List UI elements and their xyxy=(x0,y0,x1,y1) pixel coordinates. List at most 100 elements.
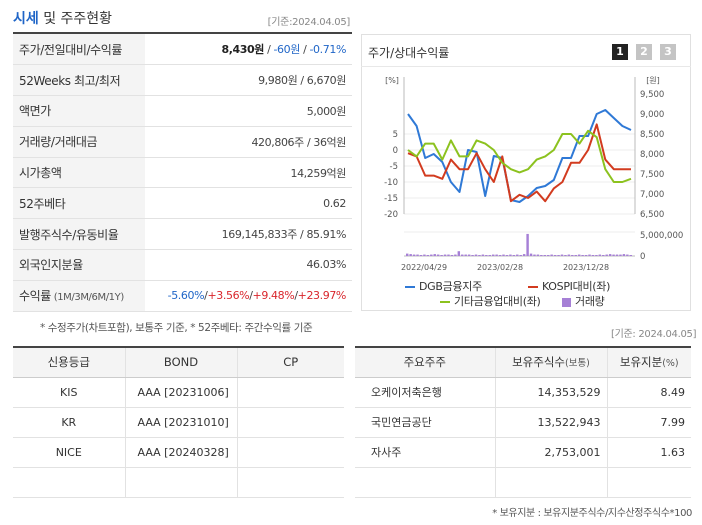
holders-header-shares: 보유주식수(보통) xyxy=(495,346,608,378)
volume-bar xyxy=(533,254,536,256)
shareholder-name: 자사주 xyxy=(355,437,496,468)
summary-value-part: 5,000원 xyxy=(306,104,347,118)
volume-bar xyxy=(457,251,461,256)
volume-bar xyxy=(588,254,591,256)
summary-value: -5.60%/+3.56%/+9.48%/+23.97% xyxy=(145,280,352,312)
left-axis-unit: [%] xyxy=(385,76,399,85)
summary-value-part: 169,145,833주 / 85.91% xyxy=(221,228,347,242)
credit-cp xyxy=(237,377,344,408)
credit-header-cp: CP xyxy=(237,346,344,378)
summary-label: 외국인지분율 xyxy=(13,249,145,281)
summary-label: 52Weeks 최고/최저 xyxy=(13,64,145,97)
credit-cp xyxy=(237,407,344,438)
volume-bar xyxy=(619,254,622,256)
volume-bar xyxy=(471,255,474,256)
volume-bar xyxy=(516,254,519,256)
shareholder-shares: 13,522,943 xyxy=(495,407,608,438)
volume-bar xyxy=(447,254,450,256)
volume-bar xyxy=(498,255,502,256)
legend-item-volume: 거래량 xyxy=(562,293,605,309)
chart-page-2-button[interactable]: 2 xyxy=(636,44,652,60)
volume-bar xyxy=(577,254,581,256)
summary-row: 수익률 (1M/3M/6M/1Y) -5.60%/+3.56%/+9.48%/+2… xyxy=(13,280,352,312)
volume-bar xyxy=(505,255,509,256)
chart-page-1-button[interactable]: 1 xyxy=(612,44,628,60)
price-summary-table: 주가/전일대비/수익률 8,430원 / -60원 / -0.71% 52Weeks… xyxy=(13,34,352,312)
legend-item-sector: 기타금융업대비(좌) xyxy=(440,293,541,309)
volume-bar xyxy=(567,254,571,256)
credit-header-agency: 신용등급 xyxy=(13,346,126,378)
legend-swatch-volume xyxy=(562,297,571,307)
summary-label: 액면가 xyxy=(13,95,145,127)
volume-bar xyxy=(598,254,602,256)
credit-bond: AAA [20240328] xyxy=(125,437,238,468)
volume-bar xyxy=(622,254,626,256)
page-title-accent: 시세 xyxy=(13,11,39,27)
summary-label-text: 액면가 xyxy=(19,104,51,119)
summary-row: 주가/전일대비/수익률 8,430원 / -60원 / -0.71% xyxy=(13,34,352,66)
page-title-rest: 및 주주현황 xyxy=(38,11,113,27)
volume-bar xyxy=(426,255,430,256)
volume-bar xyxy=(581,255,584,256)
volume-bar xyxy=(464,254,467,256)
right-axis-tick: 8,000 xyxy=(640,150,664,160)
volume-bar xyxy=(461,254,464,256)
legend-label-volume: 거래량 xyxy=(575,295,605,308)
chart-page-3-button[interactable]: 3 xyxy=(660,44,676,60)
legend-label-kospi: KOSPI대비(좌) xyxy=(542,280,611,293)
chart-reference-date: [기준: 2024.04.05] xyxy=(611,329,697,340)
volume-bar xyxy=(553,255,557,256)
legend-swatch-sector xyxy=(440,301,450,303)
volume-bar xyxy=(526,233,529,256)
shareholder-name: 오케이저축은행 xyxy=(355,377,496,408)
summary-label: 52주베타 xyxy=(13,187,145,220)
legend-item-dgb: DGB금융지주 xyxy=(405,278,482,294)
volume-bar xyxy=(602,255,605,256)
summary-value-part: / xyxy=(263,43,274,57)
volume-bar xyxy=(626,254,629,256)
volume-bar xyxy=(584,255,588,256)
volume-bar xyxy=(502,254,505,256)
summary-value: 420,806주 / 36억원 xyxy=(145,126,352,158)
summary-value-part: / xyxy=(249,289,253,303)
summary-row: 외국인지분율 46.03% xyxy=(13,249,352,281)
summary-row: 액면가 5,000원 xyxy=(13,95,352,127)
volume-bar xyxy=(608,254,612,256)
left-axis-tick: 0 xyxy=(393,146,398,156)
right-axis-tick: 9,000 xyxy=(640,110,664,120)
shareholder-row: 국민연금공단 13,522,943 7.99 xyxy=(355,407,691,438)
volume-bar xyxy=(433,254,436,256)
volume-bar xyxy=(605,254,608,256)
summary-value-part: 46.03% xyxy=(306,258,346,272)
summary-value-part: -60원 xyxy=(273,43,300,57)
summary-value: 5,000원 xyxy=(145,95,352,127)
summary-value-part: / xyxy=(299,43,310,57)
summary-value-part: -5.60% xyxy=(167,289,205,303)
major-shareholders-table: 주요주주 보유주식수(보통) 보유지분(%) 오케이저축은행 14,353,529… xyxy=(355,346,691,498)
summary-label-text: 수익률 xyxy=(19,289,51,304)
x-axis-tick: 2022/04/29 xyxy=(401,263,447,272)
legend-swatch-kospi xyxy=(528,286,538,288)
shareholder-shares: 14,353,529 xyxy=(495,377,608,408)
summary-value-part: 420,806주 / 36억원 xyxy=(251,135,346,149)
right-axis-tick: 9,500 xyxy=(640,90,664,100)
shareholder-name: 국민연금공단 xyxy=(355,407,496,438)
volume-bar xyxy=(540,255,543,256)
summary-label-text: 주가/전일대비/수익률 xyxy=(19,42,123,57)
volume-bar xyxy=(522,254,526,256)
summary-value: 8,430원 / -60원 / -0.71% xyxy=(145,34,352,66)
volume-bar xyxy=(436,254,440,256)
x-axis-tick: 2023/12/28 xyxy=(563,263,609,272)
shareholder-shares xyxy=(495,467,608,498)
volume-bar xyxy=(454,254,457,256)
holders-header-shares-label: 보유주식수 xyxy=(512,355,565,370)
volume-bar xyxy=(512,255,516,256)
summary-value: 14,259억원 xyxy=(145,157,352,189)
left-axis-tick: 5 xyxy=(393,130,398,140)
volume-bar xyxy=(574,255,577,256)
right-axis-tick: 8,500 xyxy=(640,130,664,140)
shareholder-pct: 7.99 xyxy=(607,407,691,438)
volume-bar xyxy=(547,255,550,256)
holders-header-name: 주요주주 xyxy=(355,346,496,378)
summary-value-part: 8,430원 xyxy=(221,43,264,57)
